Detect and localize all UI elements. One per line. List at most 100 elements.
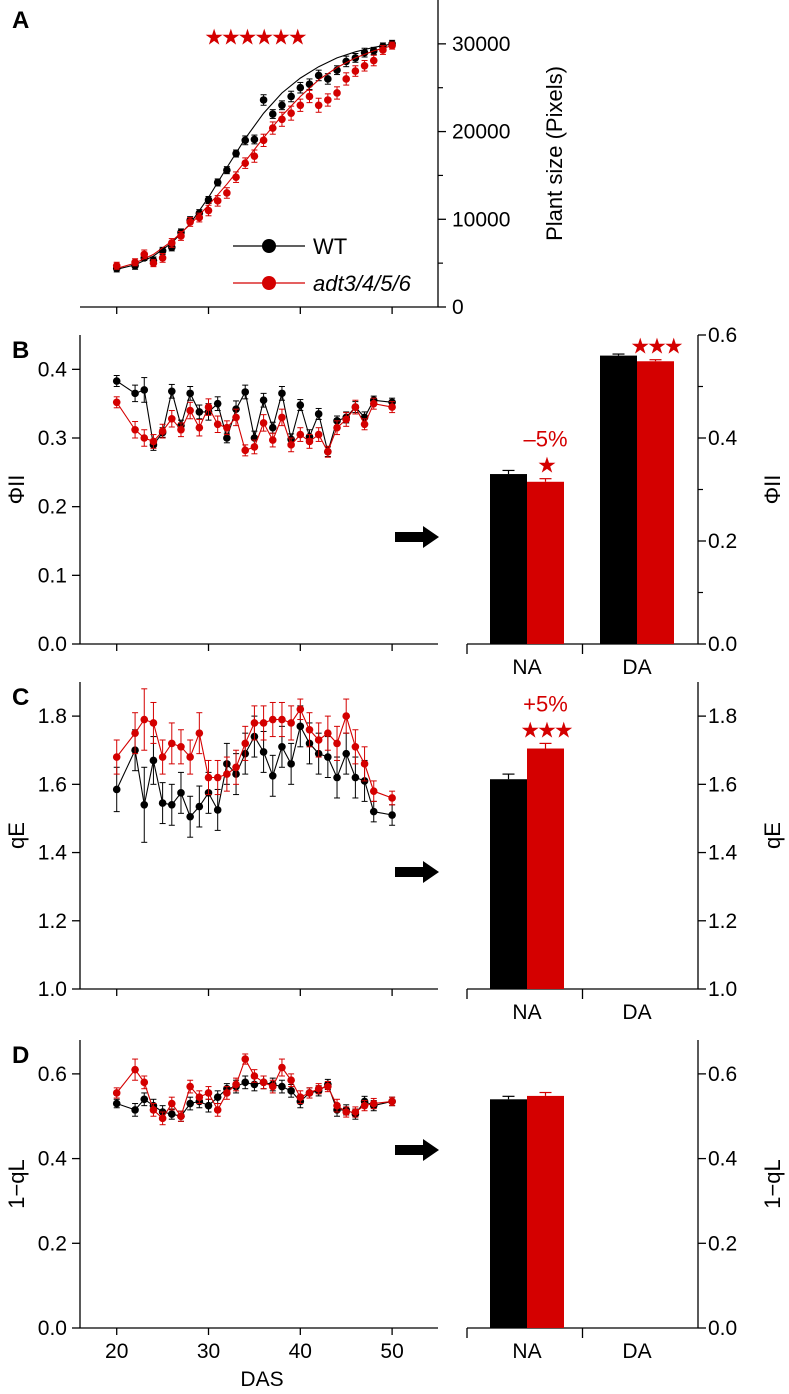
y-axis-title: 1−qL — [760, 1159, 785, 1209]
data-point — [213, 773, 222, 782]
y-tick-label: 0.1 — [38, 564, 67, 587]
arrow-icon — [395, 861, 439, 883]
data-point — [241, 136, 250, 145]
data-point — [305, 80, 314, 89]
data-point — [149, 719, 158, 727]
arrow-icon — [395, 1139, 439, 1161]
data-point — [140, 250, 149, 259]
data-point — [278, 743, 286, 751]
data-point — [287, 719, 295, 727]
data-point — [140, 434, 149, 442]
data-point — [351, 403, 360, 411]
y-tick-label: 0.2 — [38, 1232, 67, 1255]
data-point — [360, 420, 369, 429]
series-mutant — [112, 1053, 396, 1126]
data-point — [305, 725, 314, 734]
data-point — [223, 423, 231, 432]
data-point — [268, 423, 277, 432]
data-point — [259, 419, 268, 427]
y-tick-label: 0.4 — [38, 358, 68, 381]
panel-b: B 0.0 0.1 0.2 0.3 0.4 ΦII — [4, 335, 438, 656]
data-point — [213, 197, 222, 205]
data-point — [314, 430, 323, 439]
data-point — [112, 753, 121, 761]
data-point — [379, 46, 387, 54]
y-tick-label: 0.6 — [38, 1063, 67, 1086]
data-point — [278, 115, 286, 124]
data-point — [158, 427, 167, 435]
y-tick-label: 1.8 — [38, 705, 67, 728]
panel-label-d: D — [12, 1042, 29, 1069]
data-point — [213, 399, 222, 408]
data-point — [278, 715, 286, 724]
data-point — [287, 109, 295, 117]
data-point — [195, 802, 204, 811]
data-point — [342, 75, 351, 83]
data-point — [177, 425, 185, 434]
data-point — [278, 413, 286, 422]
data-point — [259, 748, 268, 756]
data-point — [131, 729, 139, 737]
bar-mutant-na — [527, 481, 564, 644]
data-point — [250, 443, 259, 451]
data-point — [324, 753, 332, 761]
data-point — [287, 760, 295, 768]
data-point — [140, 1095, 149, 1104]
series-mutant — [112, 396, 396, 458]
data-point — [351, 773, 360, 782]
data-point — [186, 406, 194, 415]
data-point — [112, 1099, 121, 1108]
data-point — [223, 434, 231, 442]
data-point — [167, 414, 176, 423]
y-axis-title: qE — [4, 822, 29, 849]
bar-mutant-da — [637, 361, 674, 644]
data-point — [232, 149, 240, 158]
data-point — [259, 719, 268, 727]
data-point — [167, 1110, 176, 1118]
data-point — [140, 715, 149, 724]
panel-b-bars: 0.0 0.2 0.4 0.6 ΦII NA DA ★–5% ★★★ — [466, 324, 785, 679]
data-point — [204, 773, 213, 782]
data-point — [241, 739, 250, 748]
y-axis-title: Plant size (Pixels) — [542, 66, 567, 241]
data-point — [177, 1112, 185, 1121]
data-point — [287, 1076, 295, 1085]
legend-label: adt3/4/5/6 — [313, 271, 412, 296]
data-point — [131, 1106, 139, 1114]
data-point — [131, 258, 139, 267]
y-tick-label: 0.0 — [708, 633, 737, 656]
data-point — [324, 75, 332, 83]
data-point — [296, 1093, 305, 1101]
data-point — [296, 401, 305, 409]
y-tick-label: 1.8 — [708, 705, 737, 728]
data-point — [186, 1082, 194, 1091]
data-point — [314, 1084, 323, 1093]
bar-wt-na — [490, 474, 527, 644]
data-point — [177, 743, 185, 751]
data-point — [167, 739, 176, 748]
data-point — [223, 166, 231, 174]
data-point — [287, 1087, 295, 1095]
data-point — [342, 415, 351, 424]
data-point — [296, 101, 305, 110]
y-tick-label: 0 — [452, 296, 464, 319]
legend-label: WT — [313, 234, 347, 259]
data-point — [223, 770, 231, 778]
data-point — [204, 1101, 213, 1110]
data-point — [241, 388, 250, 396]
category-label: NA — [512, 1340, 541, 1363]
data-point — [314, 410, 323, 418]
data-point — [195, 729, 204, 737]
data-point — [204, 196, 213, 204]
data-point — [369, 807, 378, 816]
category-label: NA — [512, 1001, 541, 1024]
data-point — [250, 1072, 259, 1080]
data-point — [259, 396, 268, 405]
data-point — [296, 83, 305, 92]
data-point — [296, 430, 305, 439]
data-point — [140, 801, 149, 809]
data-point — [167, 387, 176, 396]
legend-marker — [262, 239, 276, 253]
data-point — [213, 1106, 222, 1114]
data-point — [388, 41, 396, 50]
